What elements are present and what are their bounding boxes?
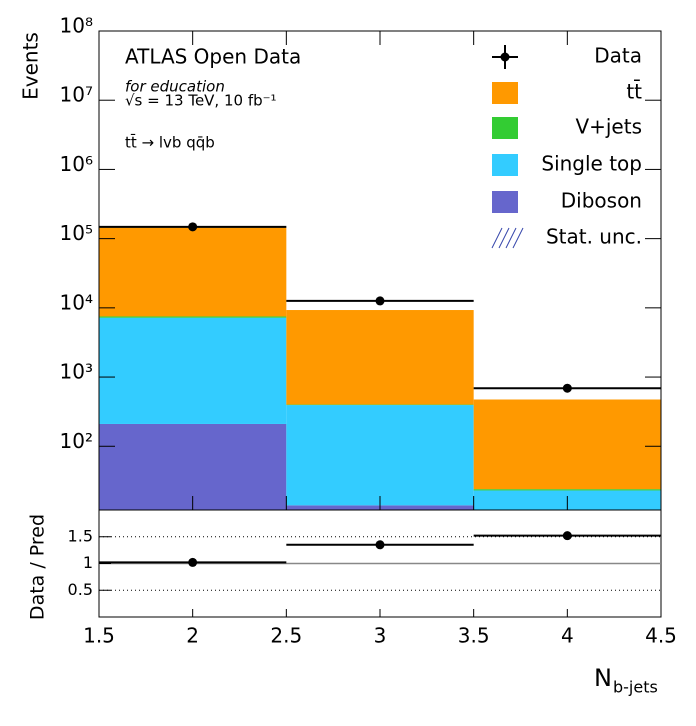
x-tick-label: 1.5 <box>83 624 115 648</box>
experiment-label: ATLAS Open Data <box>125 45 301 69</box>
legend-swatch <box>492 117 518 139</box>
legend-swatch <box>492 191 518 213</box>
ratio-y-axis-label: Data / Pred <box>27 514 49 620</box>
stack-segment <box>99 316 286 317</box>
stack-segment <box>99 228 286 317</box>
x-tick-label: 4 <box>561 624 574 648</box>
legend-label: Stat. unc. <box>546 225 642 249</box>
x-tick-label: 3 <box>374 624 387 648</box>
legend-swatch <box>492 154 518 176</box>
ratio-point <box>188 558 197 567</box>
stack-segment <box>474 399 661 489</box>
x-tick-label: 3.5 <box>458 624 490 648</box>
legend-label: V+jets <box>575 115 642 139</box>
x-axis-label: N <box>594 664 612 692</box>
x-tick-label: 2 <box>186 624 199 648</box>
ratio-point <box>563 531 572 540</box>
y-tick-label: 10⁴ <box>60 290 93 314</box>
x-axis-label-sub: b-jets <box>613 678 658 697</box>
ratio-y-tick-label: 1.5 <box>68 526 93 545</box>
x-tick-label: 4.5 <box>645 624 677 648</box>
y-tick-label: 10² <box>60 429 93 453</box>
y-axis-label: Events <box>19 32 43 100</box>
ratio-y-tick-label: 1 <box>83 553 93 572</box>
y-tick-label: 10⁶ <box>60 152 93 176</box>
data-point <box>188 222 197 231</box>
legend-marker <box>501 53 510 62</box>
ratio-point <box>376 540 385 549</box>
legend-label: Single top <box>541 152 642 176</box>
channel-label: tt̄ → lvb qq̄b <box>125 133 215 152</box>
y-tick-label: 10⁵ <box>60 221 93 245</box>
y-tick-label: 10³ <box>60 360 93 384</box>
stack-segment <box>99 318 286 424</box>
y-tick-label: 10⁸ <box>60 14 93 38</box>
data-point <box>376 296 385 305</box>
legend-label: Data <box>594 44 642 68</box>
x-tick-label: 2.5 <box>270 624 302 648</box>
stack-segment <box>286 405 473 505</box>
y-tick-label: 10⁷ <box>60 83 93 107</box>
legend-label: Diboson <box>561 189 642 213</box>
stack-segment <box>474 489 661 490</box>
legend-swatch <box>492 82 518 104</box>
legend-label: tt̄ <box>626 79 642 104</box>
ratio-y-tick-label: 0.5 <box>68 580 93 599</box>
stack-segment <box>286 310 473 405</box>
energy-label: √s = 13 TeV, 10 fb⁻¹ <box>125 92 277 110</box>
data-point <box>563 384 572 393</box>
